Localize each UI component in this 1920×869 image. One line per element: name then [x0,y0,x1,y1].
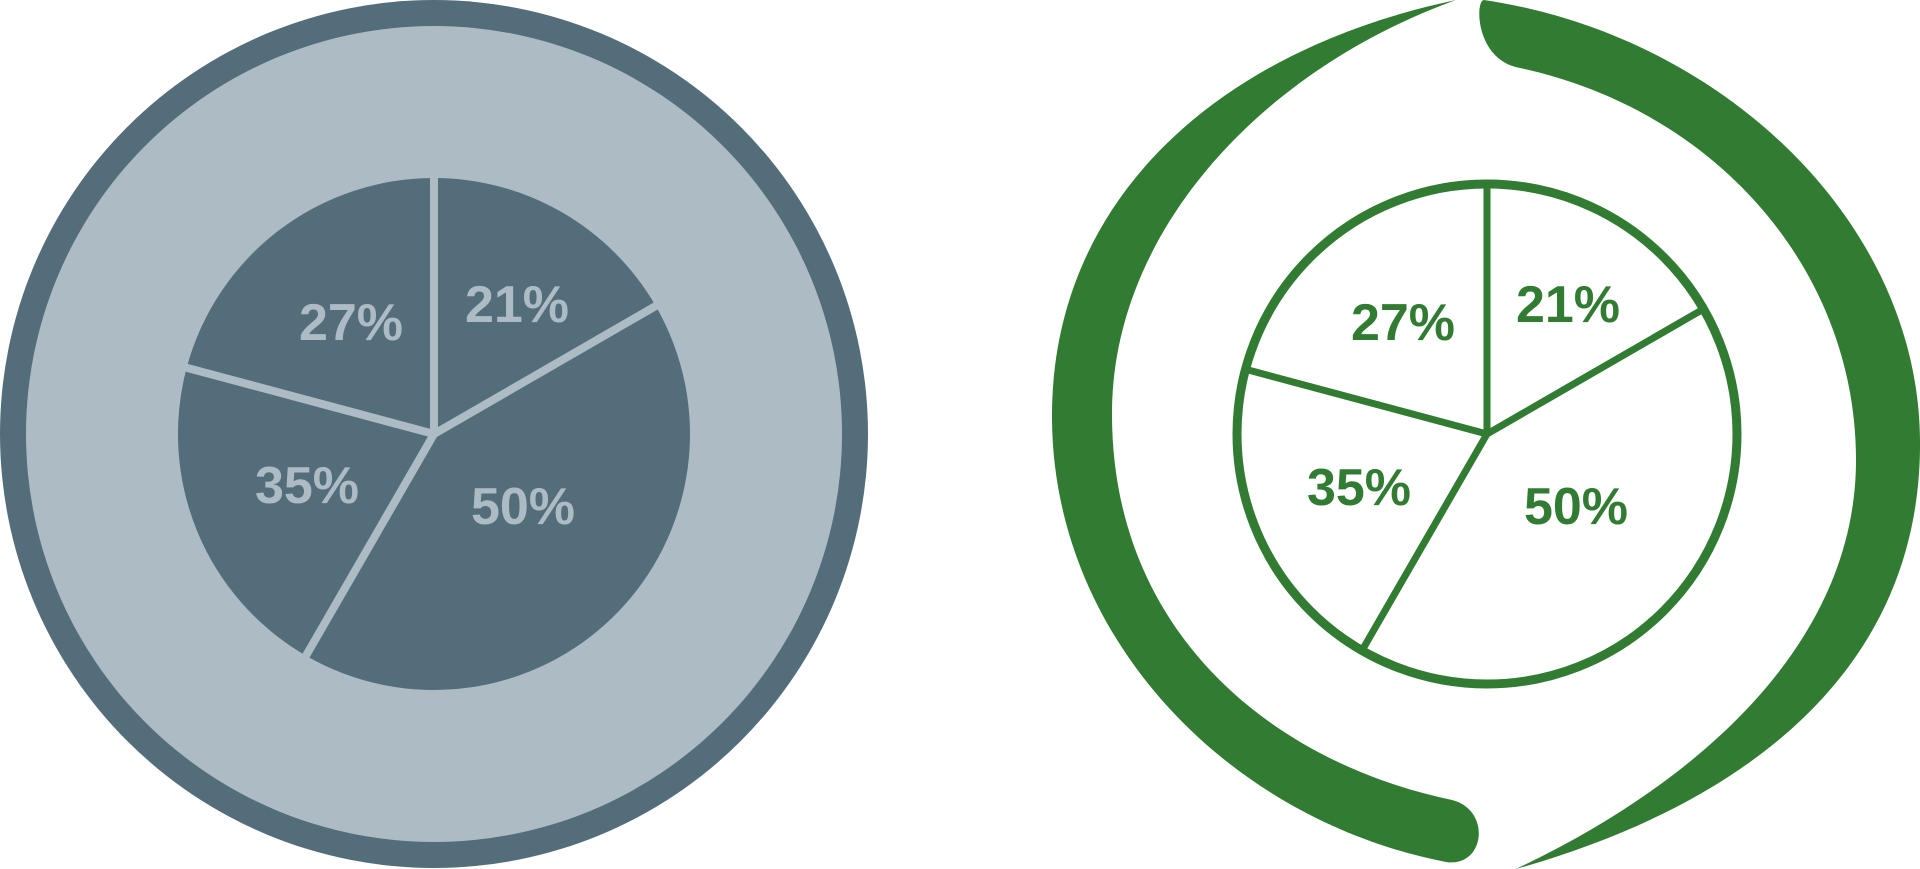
pie-slice-35 [177,367,435,656]
pie-slice-label: 35% [1307,459,1411,517]
pie [177,172,690,690]
cycle-swoosh-right-icon [1479,0,1920,869]
slice-divider [1358,432,1491,653]
slice-divider [1244,365,1488,438]
pie-chart-outline-icon: 21% 50% 35% 27% [1051,0,1920,869]
pie-slice-label: 50% [471,478,575,536]
pie-slice-label: 27% [299,294,403,352]
pie-slice-label: 27% [1351,294,1455,352]
pie-chart-filled-icon: 21% 50% 35% 27% [0,0,868,868]
pie-slice-label: 21% [1516,276,1620,334]
slice-divider [432,299,663,438]
pie [1232,179,1742,689]
pie-slice-50 [306,306,690,690]
pie-slice-label: 21% [465,276,569,334]
pie-slice-27 [186,177,434,434]
pie-slice-label: 50% [1524,478,1628,536]
cycle-swoosh-left-icon [1051,0,1479,863]
pie-slice-label: 35% [255,457,359,515]
slice-divider [179,362,436,438]
slice-divider [1485,305,1706,438]
pie-slice-21 [434,178,656,434]
slice-divider [299,432,438,663]
